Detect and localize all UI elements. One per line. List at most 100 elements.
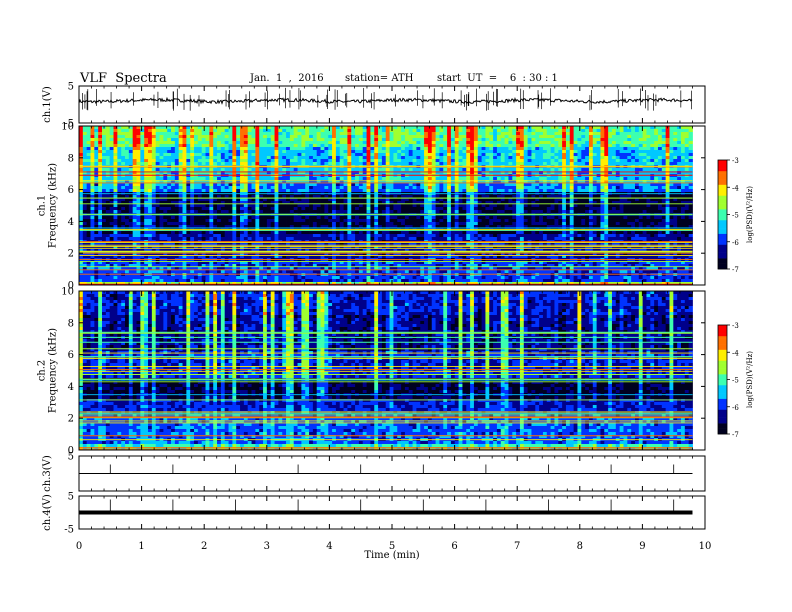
spectrogram-cell [508,210,513,213]
spectrogram-cell [236,126,241,129]
spectrogram-cell [293,132,298,135]
spectrogram-cell [565,195,571,198]
spectrogram-cell [186,207,191,210]
spectrogram-cell [255,180,260,183]
spectrogram-cell [558,210,563,213]
spectrogram-cell [385,129,390,132]
spectrogram-cell [496,135,502,138]
spectrogram-cell [297,159,302,162]
spectrogram-cell [381,162,387,165]
spectrogram-cell [335,210,341,213]
spectrogram-cell [358,168,364,171]
spectrogram-cell [339,168,344,171]
spectrogram-cell [562,150,567,153]
spectrogram-cell [680,210,686,213]
spectrogram-cell [661,210,667,213]
spectrogram-cell [105,135,111,138]
spectrogram-cell [82,135,88,138]
spectrogram-cell [477,198,482,201]
spectrogram-cell [332,195,337,198]
spectrogram-cell [443,126,448,129]
spectrogram-cell [393,180,398,183]
spectrogram-cell [351,150,356,153]
spectrogram-cell [109,207,114,210]
spectrogram-cell [136,162,141,165]
spectrogram-cell [263,129,268,132]
spectrogram-cell [573,156,578,159]
spectrogram-cell [266,189,272,192]
spectrogram-cell [132,150,137,153]
spectrogram-cell [619,150,624,153]
spectrogram-cell [324,135,329,138]
spectrogram-cell [462,210,467,213]
spectrogram-cell [232,186,237,189]
spectrogram-cell [504,189,509,192]
spectrogram-cell [669,138,674,141]
spectrogram-cell [619,129,624,132]
spectrogram-cell [393,168,398,171]
spectrogram-cell [558,195,563,198]
spectrogram-cell [132,144,137,147]
spectrogram-cell [627,210,632,213]
spectrogram-cell [79,207,84,210]
spectrogram-cell [512,180,517,183]
spectrogram-cell [623,129,628,132]
spectrogram-cell [473,207,479,210]
spectrogram-cell [358,195,364,198]
spectrogram-cell [109,171,114,174]
spectrogram-cell [82,126,88,129]
spectrogram-cell [416,180,421,183]
spectrogram-cell [531,177,536,180]
spectrogram-cell [178,183,183,186]
spectrogram-cell [684,159,690,162]
spectrogram-cell [105,189,111,192]
spectrogram-cell [358,126,364,129]
spectrogram-cell [113,153,118,156]
spectrogram-cell [581,156,586,159]
spectrogram-cell [527,156,532,159]
spectrogram-cell [477,144,482,147]
spectrogram-cell [389,168,394,171]
spectrogram-cell [412,189,417,192]
spectrogram-cell [289,186,295,189]
spectrogram-cell [251,201,256,204]
spectrogram-cell [504,147,509,150]
spectrogram-cell [470,153,475,156]
spectrogram-cell [623,195,628,198]
spectrogram-cell [155,171,160,174]
spectrogram-cell [608,177,613,180]
spectrogram-cell [439,168,444,171]
spectrogram-cell [289,135,295,138]
spectrogram-cell [82,147,88,150]
spectrogram-cell [565,144,571,147]
spectrogram-cell [539,129,544,132]
spectrogram-cell [366,153,371,156]
spectrogram-cell [121,195,126,198]
spectrogram-cell [270,183,275,186]
spectrogram-cell [634,207,640,210]
spectrogram-cell [585,198,590,201]
spectrogram-cell [588,159,594,162]
spectrogram-cell [312,210,318,213]
spectrogram-cell [128,159,134,162]
spectrogram-cell [255,144,260,147]
spectrogram-cell [404,195,410,198]
spectrogram-cell [523,198,528,201]
spectrogram-cell [677,159,682,162]
spectrogram-cell [125,198,130,201]
spectrogram-cell [140,168,145,171]
spectrogram-cell [592,138,598,141]
spectrogram-cell [94,132,99,135]
spectrogram-cell [431,204,436,207]
spectrogram-cell [669,141,674,144]
spectrogram-cell [282,198,287,201]
spectrogram-cell [385,177,390,180]
spectrogram-cell [680,129,686,132]
spectrogram-cell [148,189,153,192]
spectrogram-cell [278,183,283,186]
spectrogram-cell [201,201,206,204]
spectrogram-cell [228,138,233,141]
spectrogram-cell [519,198,525,201]
spectrogram-cell [220,138,226,141]
spectrogram-cell [454,183,459,186]
